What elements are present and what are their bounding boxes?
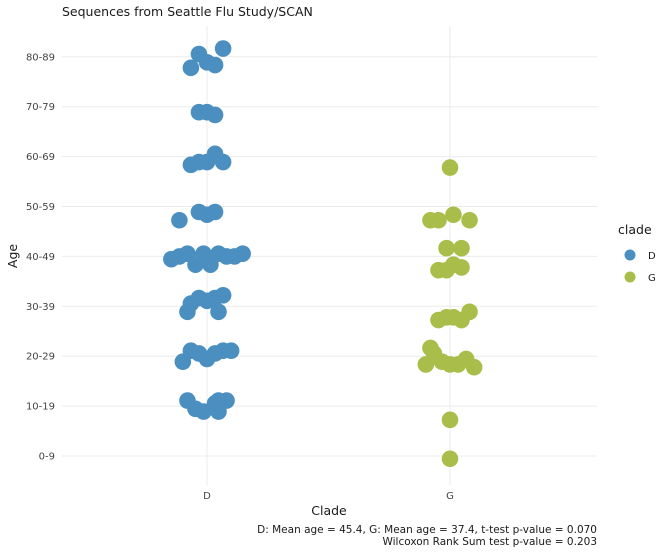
y-tick-30-39: 30-39 [26, 302, 55, 313]
point-d-29 [234, 245, 251, 262]
y-tick-40-49: 40-49 [26, 252, 55, 263]
y-axis-label: Age [5, 244, 20, 268]
y-tick-70-79: 70-79 [26, 102, 55, 113]
point-g-8 [465, 358, 483, 376]
x-axis-label: Clade [311, 503, 347, 518]
point-g-18 [453, 259, 470, 276]
point-g-0 [441, 450, 459, 468]
legend-label-g: G [648, 273, 656, 284]
point-d-46 [206, 56, 224, 74]
point-g-20 [430, 211, 447, 229]
point-g-9 [422, 339, 439, 357]
point-d-43 [182, 59, 200, 77]
caption-line-1: D: Mean age = 45.4, G: Mean age = 37.4, … [257, 524, 597, 536]
legend-key-g [624, 271, 636, 283]
point-d-6 [210, 403, 227, 420]
chart-title: Sequences from Seattle Flu Study/SCAN [62, 4, 313, 19]
grid [62, 26, 597, 485]
point-g-25 [441, 159, 459, 176]
point-d-13 [222, 342, 240, 360]
caption-line-2: Wilcoxon Rank Sum test p-value = 0.203 [382, 536, 597, 548]
point-d-30 [163, 250, 180, 268]
point-g-21 [438, 239, 455, 257]
y-tick-80-89: 80-89 [26, 52, 55, 63]
point-d-47 [214, 40, 232, 57]
y-tick-50-59: 50-59 [26, 202, 55, 213]
point-d-20 [210, 303, 227, 321]
y-tick-60-69: 60-69 [26, 152, 55, 163]
point-g-24 [461, 211, 478, 229]
point-d-42 [206, 106, 224, 124]
point-d-19 [179, 303, 196, 321]
x-tick-D: D [203, 491, 211, 502]
point-d-31 [171, 211, 188, 229]
x-tick-G: G [446, 491, 454, 502]
y-tick-labels: 0-9 10-19 20-29 30-39 40-49 50-59 60-69 70-79 80… [26, 52, 55, 462]
point-g-14 [461, 303, 478, 321]
point-g-1 [441, 411, 459, 429]
legend-title: clade [618, 222, 652, 237]
legend-key-d [624, 249, 636, 261]
legend-label-d: D [648, 251, 656, 262]
y-tick-0-9: 0-9 [39, 452, 55, 463]
point-d-18 [214, 287, 232, 304]
y-tick-20-29: 20-29 [26, 352, 55, 363]
y-tick-10-19: 10-19 [26, 402, 55, 413]
point-g-23 [453, 239, 470, 257]
point-d-12 [174, 353, 192, 371]
point-d-5 [187, 400, 204, 418]
point-d-39 [214, 153, 232, 171]
legend: clade D G [618, 222, 656, 284]
point-g-22 [445, 206, 462, 224]
point-d-34 [206, 203, 224, 221]
data-points [163, 40, 483, 468]
